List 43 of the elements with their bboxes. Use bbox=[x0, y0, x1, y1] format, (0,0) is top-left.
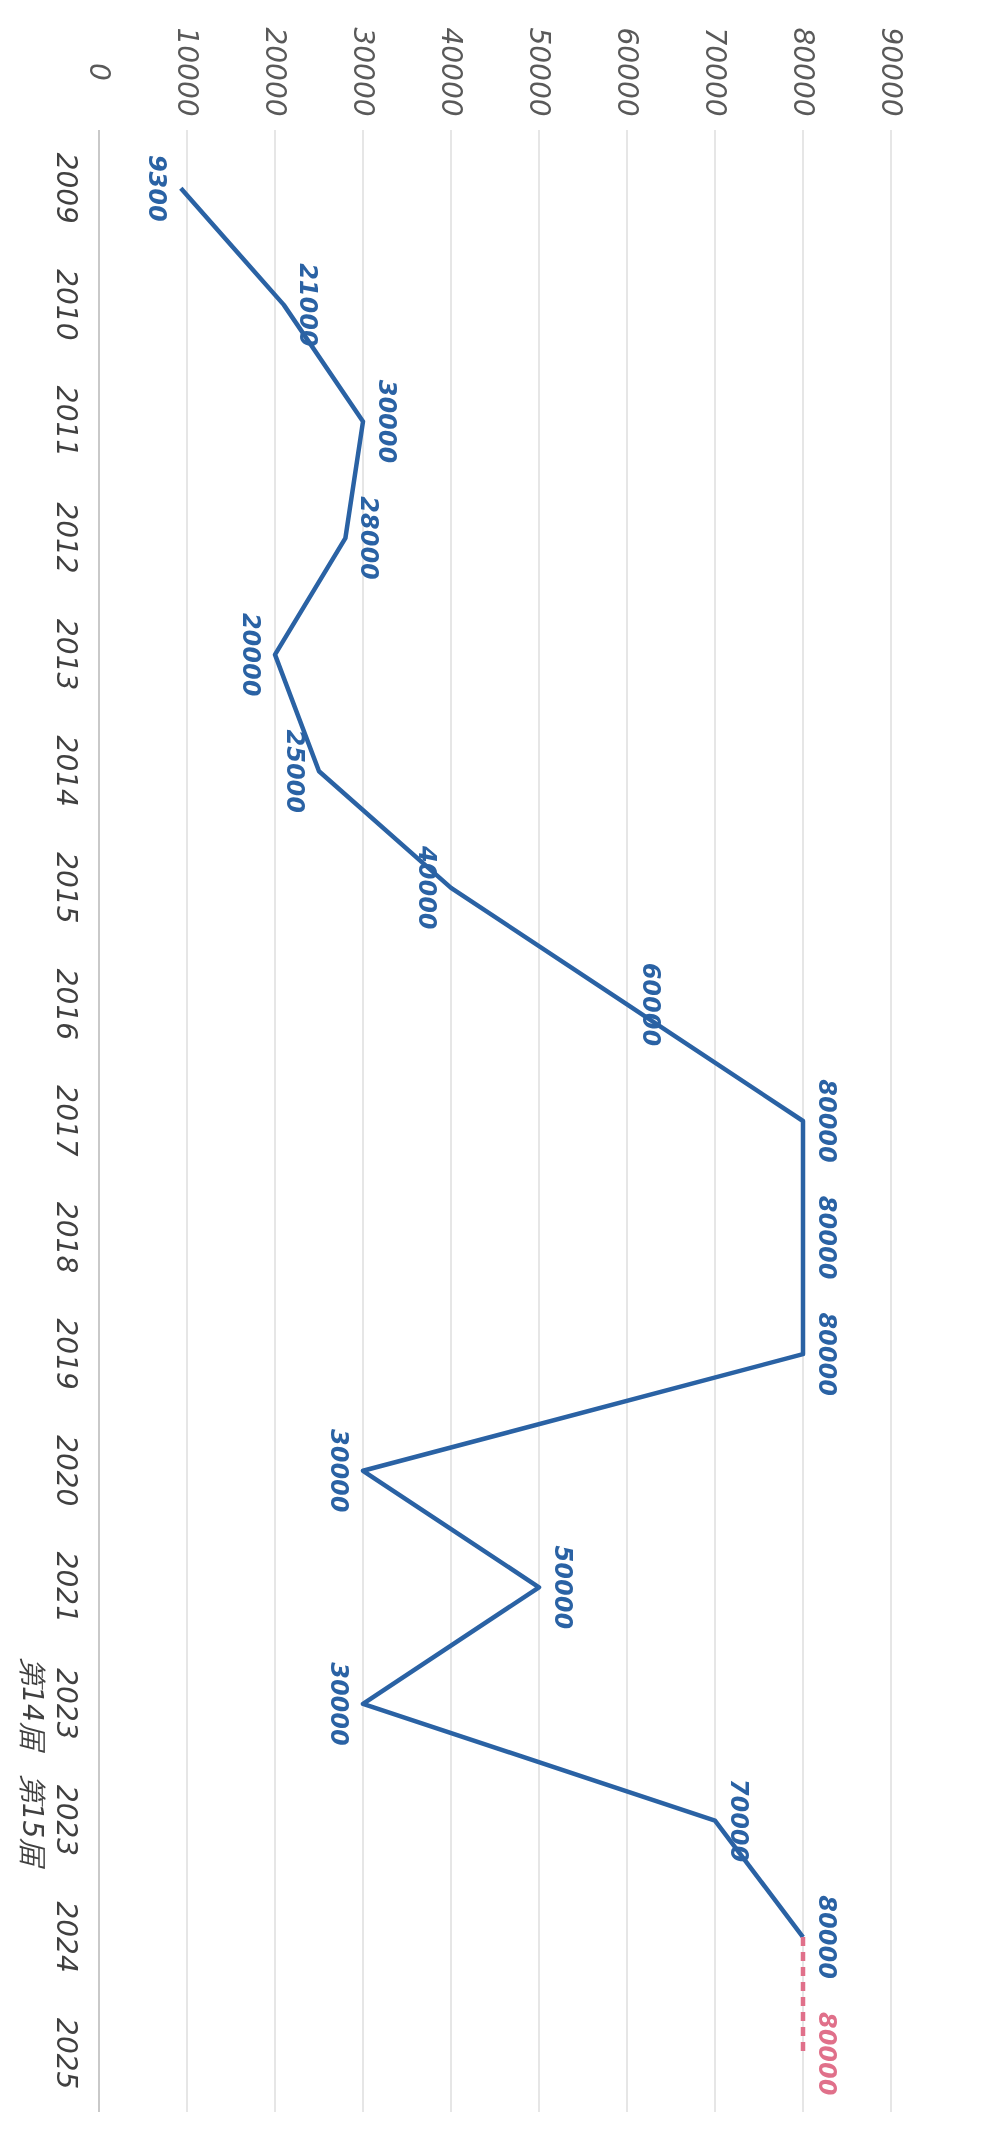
y-tick-label: 2023 第15届 bbox=[16, 1774, 83, 1870]
data-label: 20000 bbox=[237, 612, 265, 697]
y-tick-label: 2010 bbox=[50, 269, 83, 341]
y-tick-label: 2012 bbox=[50, 502, 83, 574]
data-label: 60000 bbox=[637, 962, 665, 1047]
y-tick-label: 2025 bbox=[50, 2018, 83, 2090]
x-tick-label: 20000 bbox=[258, 27, 292, 117]
x-tick-label: 10000 bbox=[170, 27, 204, 117]
data-label: 30000 bbox=[325, 1429, 353, 1513]
data-label: 25000 bbox=[281, 729, 309, 813]
data-label: 80000 bbox=[813, 1079, 841, 1163]
y-tick-label: 2020 bbox=[50, 1435, 83, 1507]
y-tick-label: 2009 bbox=[50, 152, 83, 224]
x-tick-label: 0 bbox=[82, 63, 116, 81]
data-label: 80000 bbox=[813, 1895, 841, 1979]
x-tick-label: 70000 bbox=[698, 27, 732, 117]
y-tick-label: 2023 第14届 bbox=[16, 1658, 83, 1753]
x-tick-label: 80000 bbox=[786, 27, 820, 117]
data-label: 21000 bbox=[293, 263, 322, 347]
x-tick-label: 40000 bbox=[434, 27, 468, 117]
data-label: 80000 bbox=[813, 1312, 841, 1396]
x-tick-label: 60000 bbox=[610, 27, 644, 117]
x-tick-label: 30000 bbox=[346, 27, 380, 117]
y-tick-label: 2019 bbox=[50, 1318, 83, 1390]
y-tick-label: 2017 bbox=[50, 1085, 83, 1157]
data-label: 28000 bbox=[355, 496, 384, 580]
data-label: 70000 bbox=[725, 1778, 753, 1863]
y-tick-label: 2013 bbox=[50, 619, 83, 691]
x-tick-label: 90000 bbox=[874, 27, 908, 117]
data-label: 30000 bbox=[325, 1662, 353, 1746]
y-tick-label: 2011 bbox=[50, 385, 83, 458]
y-tick-label: 2024 bbox=[50, 1901, 83, 1973]
y-tick-label: 2018 bbox=[50, 1201, 83, 1274]
data-label: 50000 bbox=[549, 1545, 577, 1630]
y-tick-label: 2016 bbox=[50, 968, 83, 1041]
data-label: 80000 bbox=[813, 1195, 841, 1280]
data-label: 80000 bbox=[813, 2011, 841, 2096]
data-label: 9300 bbox=[142, 154, 171, 222]
y-tick-label: 2014 bbox=[50, 735, 83, 807]
y-tick-label: 2015 bbox=[50, 852, 83, 924]
data-label: 30000 bbox=[373, 379, 401, 464]
y-tick-label: 2021 bbox=[50, 1551, 83, 1623]
x-tick-label: 50000 bbox=[522, 27, 556, 117]
